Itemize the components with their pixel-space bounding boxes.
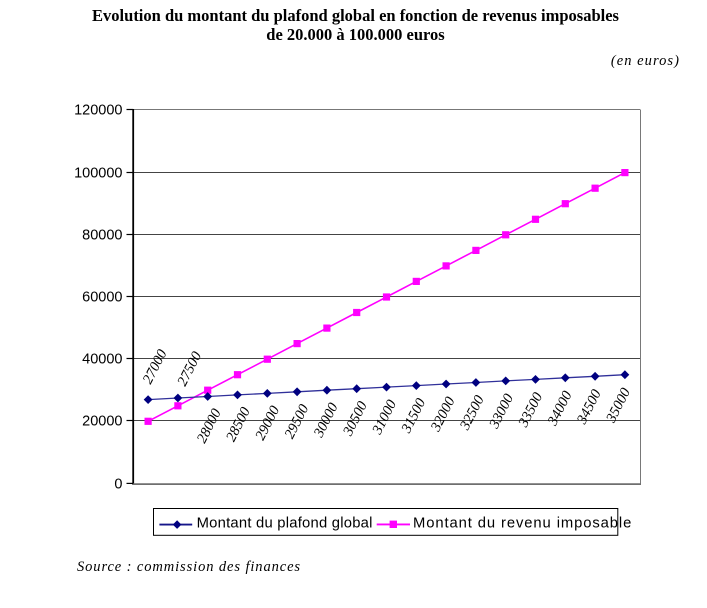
svg-text:32000: 32000 [427,394,459,435]
svg-text:30500: 30500 [340,398,372,439]
svg-text:35000: 35000 [603,385,635,426]
svg-text:31500: 31500 [398,395,430,436]
svg-text:60000: 60000 [82,290,122,306]
svg-text:0: 0 [114,476,122,492]
svg-text:28000: 28000 [194,406,225,446]
svg-text:40000: 40000 [82,352,122,368]
svg-text:Montant du revenu imposable: Montant du revenu imposable [413,515,632,531]
svg-text:80000: 80000 [82,228,122,244]
svg-text:33500: 33500 [515,389,547,430]
svg-text:120000: 120000 [74,103,122,119]
svg-text:32500: 32500 [457,392,489,433]
svg-text:29000: 29000 [252,403,283,443]
svg-text:27000: 27000 [140,346,171,386]
svg-text:100000: 100000 [74,166,122,182]
svg-text:20000: 20000 [82,414,122,430]
svg-text:31000: 31000 [369,397,401,438]
svg-text:33000: 33000 [486,391,518,432]
svg-text:34500: 34500 [574,386,606,427]
svg-text:28500: 28500 [223,404,254,444]
svg-text:27500: 27500 [174,349,205,389]
svg-text:Montant du plafond global: Montant du plafond global [197,515,373,531]
svg-text:34000: 34000 [544,388,576,429]
svg-text:29500: 29500 [282,401,313,441]
